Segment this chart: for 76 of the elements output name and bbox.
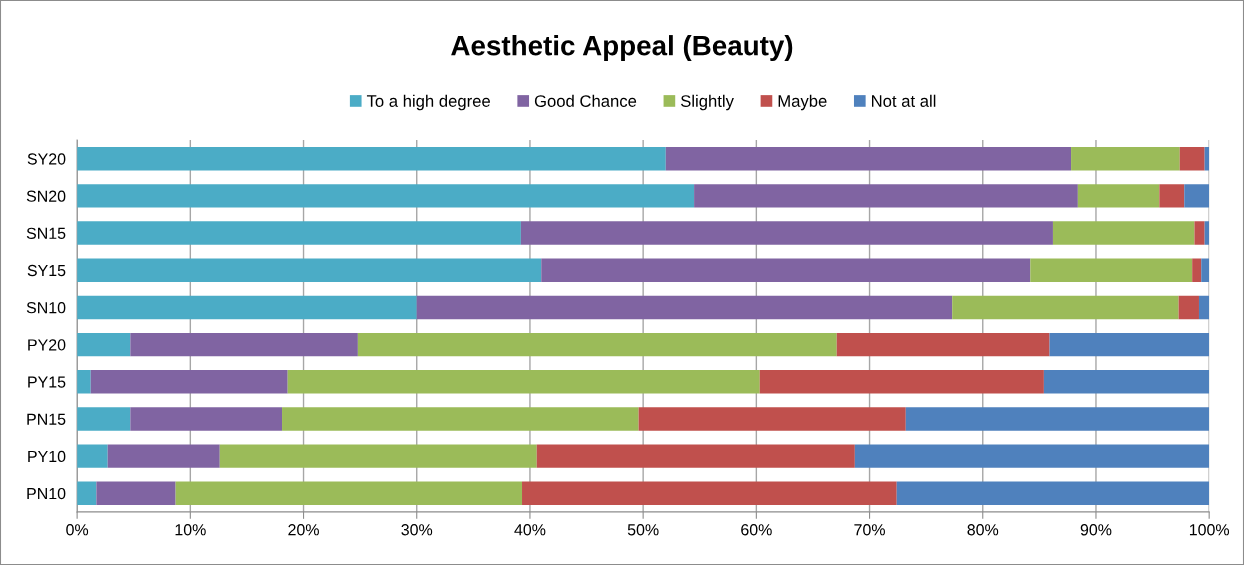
legend-label: Slightly — [680, 94, 734, 111]
bar — [1049, 332, 1210, 357]
bar — [130, 407, 283, 431]
x-tick-label: 20% — [288, 524, 319, 536]
bar — [287, 370, 760, 394]
bar — [77, 258, 542, 282]
bar — [416, 295, 953, 320]
y-tick-label: PN10 — [27, 487, 66, 500]
chart-title: Aesthetic Appeal (Beauty) — [451, 35, 793, 61]
bar — [77, 481, 97, 506]
bar — [952, 295, 1179, 320]
bar — [522, 481, 897, 506]
bar — [1198, 295, 1210, 320]
legend-label: Maybe — [778, 94, 827, 111]
bar — [357, 332, 837, 357]
bar — [836, 332, 1050, 357]
x-tick-label: 40% — [514, 524, 546, 536]
y-tick-label: SN10 — [26, 302, 66, 314]
x-tick-label: 30% — [401, 524, 433, 536]
bar — [107, 444, 220, 468]
bar — [1030, 258, 1193, 282]
bar — [638, 407, 906, 431]
y-tick-label: PY10 — [28, 450, 66, 463]
bar — [665, 147, 1072, 171]
bar — [1052, 221, 1195, 245]
bar — [77, 370, 91, 394]
bar — [1204, 221, 1210, 245]
bar — [896, 481, 1210, 506]
bar — [1159, 184, 1185, 208]
bar — [77, 147, 666, 171]
bar — [536, 444, 855, 468]
bar — [854, 444, 1210, 468]
y-tick-label: SN15 — [26, 227, 66, 240]
bar — [1194, 221, 1205, 245]
x-tick-label: 0% — [66, 524, 89, 536]
y-tick-label: PY20 — [28, 339, 66, 351]
bar — [282, 407, 639, 431]
bar — [77, 332, 131, 357]
bar — [541, 258, 1031, 282]
bar — [1178, 295, 1199, 320]
bar — [759, 370, 1044, 394]
x-tick-label: 10% — [175, 524, 206, 536]
legend-label: Not at all — [872, 94, 936, 107]
bar — [905, 407, 1210, 431]
legend-label: To a high degree — [366, 94, 490, 111]
bar — [694, 184, 1078, 208]
bar — [1184, 184, 1210, 208]
x-tick-label: 70% — [854, 524, 885, 536]
bar — [77, 407, 131, 431]
bar — [90, 370, 288, 394]
y-tick-label: PN15 — [27, 413, 66, 425]
bar — [1071, 147, 1180, 171]
y-tick-label: SN20 — [26, 190, 66, 202]
bar — [96, 481, 176, 506]
x-tick-label: 80% — [967, 524, 999, 536]
bar — [1201, 258, 1210, 282]
y-tick-label: PY15 — [28, 376, 66, 388]
bar — [1043, 370, 1210, 394]
bar — [1192, 258, 1202, 282]
bar — [77, 295, 417, 320]
x-tick-label: 50% — [627, 524, 659, 536]
bar — [1077, 184, 1160, 208]
y-tick-label: SY15 — [27, 264, 66, 277]
bar — [77, 221, 521, 245]
bar — [77, 444, 108, 468]
x-tick-label: 90% — [1080, 524, 1112, 536]
bar — [219, 444, 537, 468]
bar — [1179, 147, 1205, 171]
bar — [130, 332, 358, 357]
x-tick-label: 100% — [1189, 524, 1230, 536]
bar — [77, 184, 695, 208]
legend-label: Good Chance — [534, 94, 637, 107]
x-tick-label: 60% — [741, 524, 772, 536]
bar — [520, 221, 1053, 245]
y-tick-label: SY20 — [27, 153, 66, 165]
bar — [175, 481, 523, 506]
